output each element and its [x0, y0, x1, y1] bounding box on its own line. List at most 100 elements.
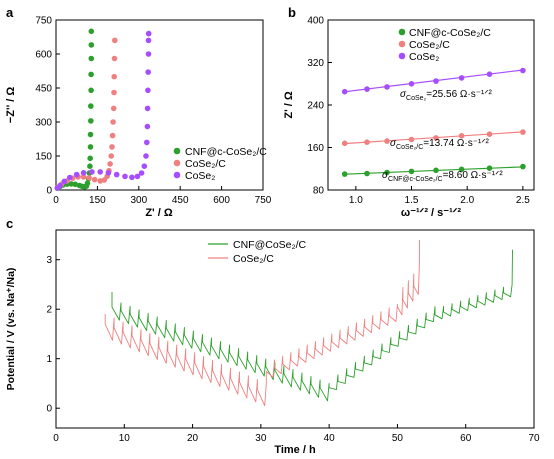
panel-a-ylabel: −Z'' / Ω [5, 87, 17, 124]
panel-a-ytick-label: 450 [35, 84, 52, 95]
panel-b-point-2 [408, 136, 415, 143]
panel-a-point-3 [105, 170, 112, 176]
panel-b-ytick-label: 320 [307, 58, 324, 69]
panel-a-point-3 [61, 178, 68, 185]
panel-c-xlabel: Time / h [274, 444, 316, 456]
panel-b-point-3 [384, 84, 390, 90]
panel-a-point-3 [145, 87, 151, 94]
panel-a-point-2 [112, 37, 118, 44]
panel-a-xtick-label: 0 [53, 195, 59, 206]
panel-a-point-3 [80, 170, 87, 176]
panel-b: b 1.0 1.5 2.0 2.5 80 160 240 320 400 ω⁻¹ᐟ² / s⁻¹… [283, 5, 535, 219]
legend-label-c-2: CoSe₂/C [233, 253, 274, 265]
panel-b-data [341, 67, 526, 177]
panel-b-ytick-label: 400 [307, 16, 324, 27]
panel-a-ytick-label: 300 [35, 118, 52, 129]
panel-a-data [54, 28, 152, 191]
panel-a-point-3 [145, 37, 152, 44]
panel-b-point-2 [364, 139, 370, 145]
panel-b-point-1 [364, 170, 370, 177]
panel-a-point-2 [111, 89, 117, 96]
panel-a-point-3 [122, 173, 128, 180]
panel-a-point-3 [145, 30, 152, 37]
panel-c-data [104, 239, 513, 407]
panel-b-xtick-label: 2.5 [516, 195, 530, 206]
legend-marker-a-1 [173, 147, 181, 155]
sigma-annotation-cose2-c: σCoSe₂/C=13.74 Ω·s⁻¹ᐟ² [390, 138, 490, 151]
legend-marker-b-3 [398, 52, 406, 60]
sigma-annotation-cnf: σCNF@c-CoSe₂/C=8.60 Ω·s⁻¹ᐟ² [382, 170, 503, 183]
panel-b-ytick-label: 240 [307, 101, 324, 112]
panel-a-xtick-label: 750 [255, 195, 272, 206]
panel-a-frame [55, 19, 264, 191]
panel-c-axes: 0 10 20 30 40 50 60 70 0 1 2 3 [46, 255, 540, 444]
panel-a-ytick-label: 750 [35, 16, 52, 27]
panel-b-xtick-label: 2.0 [460, 195, 474, 206]
panel-a-point-3 [97, 169, 103, 175]
panel-a-xtick-label: 450 [172, 195, 189, 206]
panel-b-point-2 [341, 140, 348, 147]
panel-c: c 0 10 20 30 40 50 60 70 0 1 2 3 Time / h Potential… [5, 216, 540, 456]
panel-c-ytick-label: 3 [46, 255, 52, 266]
panel-c-frame [55, 229, 535, 429]
panel-a-point-3 [138, 170, 145, 176]
panel-c-xtick-label: 10 [119, 433, 131, 444]
panel-a-ytick-label: 150 [35, 152, 52, 163]
legend-label-c-1: CNF@CoSe₂/C [233, 239, 306, 251]
panel-a-ytick-label: 600 [35, 50, 52, 61]
panel-b-point-1 [341, 171, 348, 177]
panel-a-ytick-label: 0 [46, 186, 52, 197]
sigma-annotation-cose2: σCoSe₂=25.56 Ω·s⁻¹ᐟ² [400, 89, 493, 102]
panel-c-label: c [6, 216, 13, 231]
panel-b-point-3 [341, 88, 348, 95]
panel-a-point-1 [72, 181, 79, 188]
panel-b-point-3 [433, 78, 439, 84]
panel-c-line-2 [104, 239, 421, 407]
panel-a-point-3 [57, 182, 63, 189]
panel-c-ylabel: Potential / V (vs. Na⁺/Na) [5, 268, 17, 391]
panel-a-point-3 [113, 171, 120, 178]
panel-a-point-2 [109, 144, 115, 150]
panel-b-point-2 [458, 133, 465, 139]
legend-marker-b-1 [398, 28, 406, 36]
panel-c-ytick-label: 2 [46, 305, 52, 316]
panel-a-point-1 [87, 131, 94, 138]
panel-c-xtick-label: 60 [460, 433, 472, 444]
panel-a-point-3 [89, 169, 95, 175]
legend-label-a-2: CoSe₂/C [185, 158, 226, 170]
panel-a-point-2 [91, 176, 98, 183]
legend-label-b-1: CNF@c-CoSe₂/C [409, 27, 491, 39]
panel-b-point-3 [486, 71, 493, 77]
panel-c-xtick-label: 30 [255, 433, 267, 444]
panel-b-point-3 [408, 81, 415, 87]
legend-marker-a-2 [173, 159, 181, 167]
panel-b-point-3 [458, 75, 465, 81]
panel-b-ytick-label: 80 [313, 186, 325, 197]
panel-b-xlabel: ω⁻¹ᐟ² / s⁻¹ᐟ² [401, 207, 461, 219]
panel-b-xtick-label: 1.5 [405, 195, 419, 206]
panel-b-annotations: σCoSe₂=25.56 Ω·s⁻¹ᐟ² σCoSe₂/C=13.74 Ω·s⁻… [382, 89, 503, 183]
panel-b-axes: 1.0 1.5 2.0 2.5 80 160 240 320 400 [307, 16, 530, 207]
panel-a-point-3 [67, 174, 73, 181]
panel-b-xtick-label: 1.0 [349, 195, 363, 206]
panel-b-point-1 [384, 169, 390, 176]
panel-a-point-2 [80, 174, 87, 180]
panel-a-point-3 [134, 173, 141, 180]
panel-a-point-1 [87, 144, 94, 150]
panel-a-point-1 [88, 103, 94, 109]
panel-a-point-1 [88, 42, 95, 48]
panel-a-xtick-label: 600 [213, 195, 230, 206]
panel-a-point-3 [145, 51, 152, 57]
panel-b-point-1 [408, 168, 415, 175]
panel-a-point-1 [88, 87, 94, 94]
panel-a-point-2 [109, 132, 116, 139]
panel-c-xtick-label: 20 [187, 433, 199, 444]
panel-c-xtick-label: 0 [53, 433, 59, 444]
panel-a-point-2 [111, 73, 117, 80]
panel-c-xtick-label: 40 [324, 433, 336, 444]
panel-a-label: a [6, 5, 14, 20]
panel-b-legend: CNF@c-CoSe₂/C CoSe₂/C CoSe₂ [398, 27, 491, 63]
legend-marker-b-2 [398, 40, 406, 48]
panel-b-point-1 [433, 167, 439, 174]
